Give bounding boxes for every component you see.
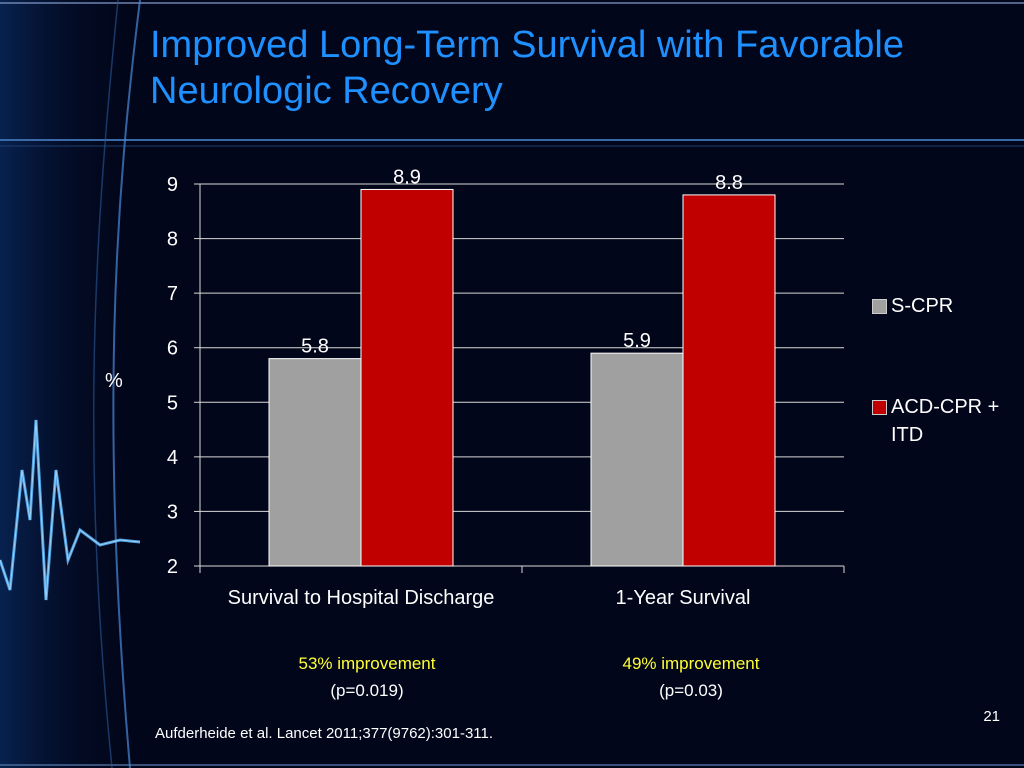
y-tick-label: 8	[167, 229, 178, 251]
p-value-text: (p=0.03)	[659, 681, 723, 700]
data-label: 5.8	[301, 336, 329, 358]
legend-label-acd-cpr-itd: ACD-CPR + ITD	[891, 396, 1000, 446]
y-tick-label: 3	[167, 501, 178, 523]
p-value-text: (p=0.019)	[330, 681, 404, 700]
bar	[682, 194, 776, 567]
improvement-note-discharge: 53% improvement (p=0.019)	[217, 650, 517, 704]
citation: Aufderheide et al. Lancet 2011;377(9762)…	[155, 725, 494, 742]
bar	[360, 188, 454, 567]
data-label: 8.9	[393, 166, 421, 188]
slide-number: 21	[983, 708, 1000, 725]
category-label: Survival to Hospital Discharge	[227, 587, 495, 609]
bar	[268, 358, 362, 567]
y-tick-label: 5	[167, 392, 178, 414]
category-label: 1-Year Survival	[615, 587, 751, 609]
y-tick-label: 4	[167, 447, 178, 469]
improvement-text: 49% improvement	[622, 654, 760, 673]
legend-swatch-s-cpr	[872, 299, 887, 314]
y-tick-label: 6	[167, 338, 178, 360]
bar	[590, 352, 684, 567]
y-tick-label: 7	[167, 283, 178, 305]
improvement-text: 53% improvement	[298, 654, 436, 673]
legend-item-acd-cpr-itd: ACD-CPR + ITD	[872, 393, 1001, 449]
data-label: 5.9	[623, 330, 651, 352]
y-axis-label: %	[105, 370, 123, 392]
legend-label-s-cpr: S-CPR	[891, 295, 954, 317]
improvement-note-one-year: 49% improvement (p=0.03)	[541, 650, 841, 704]
y-tick-label: 2	[167, 556, 178, 578]
slide-title: Improved Long-Term Survival with Favorab…	[150, 24, 904, 112]
legend-item-s-cpr: S-CPR	[872, 292, 1001, 320]
y-tick-label: 9	[167, 174, 178, 196]
data-label: 8.8	[715, 172, 743, 194]
legend-swatch-acd-cpr-itd	[872, 400, 887, 415]
